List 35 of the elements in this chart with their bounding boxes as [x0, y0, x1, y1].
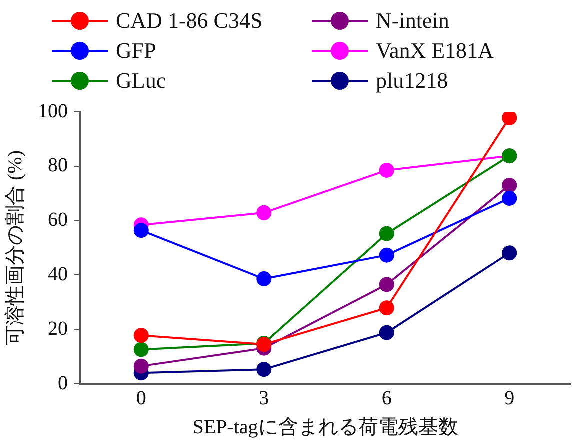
legend-label: GLuc: [116, 68, 166, 94]
x-tick-label: 9: [504, 387, 515, 410]
x-tick-label: 0: [136, 387, 146, 410]
y-tick-label: 60: [48, 209, 68, 232]
point: [379, 300, 394, 316]
legend-label: GFP: [116, 38, 156, 64]
point: [379, 248, 394, 263]
x-axis-title: SEP-tagに含まれる荷電残基数: [192, 416, 458, 438]
point: [379, 162, 394, 178]
point: [379, 226, 394, 242]
legend-label: CAD 1-86 C34S: [116, 8, 263, 34]
point: [379, 325, 394, 340]
point: [256, 272, 272, 287]
y-tick-label: 100: [38, 100, 68, 122]
point: [502, 112, 518, 126]
legend-label: N-intein: [376, 8, 450, 34]
point: [256, 362, 272, 378]
y-tick-label: 0: [58, 372, 68, 394]
point: [134, 223, 149, 238]
point: [502, 178, 518, 193]
y-tick-label: 40: [48, 263, 68, 286]
point: [379, 277, 394, 292]
y-tick-label: 20: [48, 318, 68, 340]
x-tick-label: 6: [382, 387, 392, 410]
y-axis-title: 可溶性画分の割合 (%): [4, 150, 26, 346]
y-tick-label: 80: [48, 154, 68, 177]
legend-label: VanX E181A: [376, 38, 494, 64]
point: [134, 358, 149, 374]
point: [134, 328, 149, 344]
legend-label: plu1218: [376, 68, 448, 94]
point: [256, 205, 272, 220]
x-tick-label: 3: [259, 387, 270, 410]
point: [134, 342, 149, 358]
point: [502, 246, 518, 261]
point: [502, 190, 518, 206]
